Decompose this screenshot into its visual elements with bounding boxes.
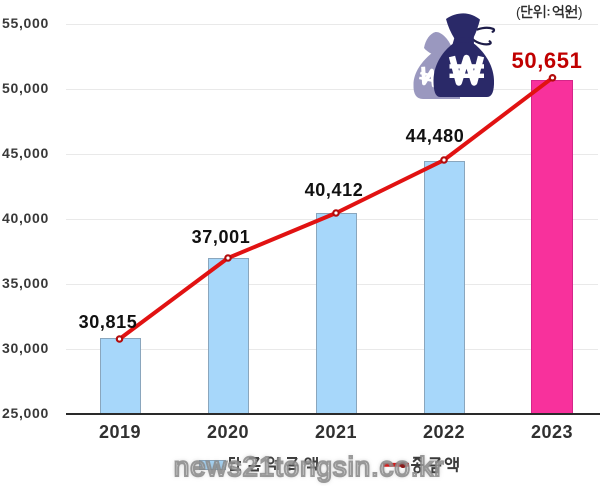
svg-text:): ) [578, 5, 583, 20]
svg-text:(: ( [516, 5, 521, 20]
svg-text::: : [547, 5, 551, 19]
